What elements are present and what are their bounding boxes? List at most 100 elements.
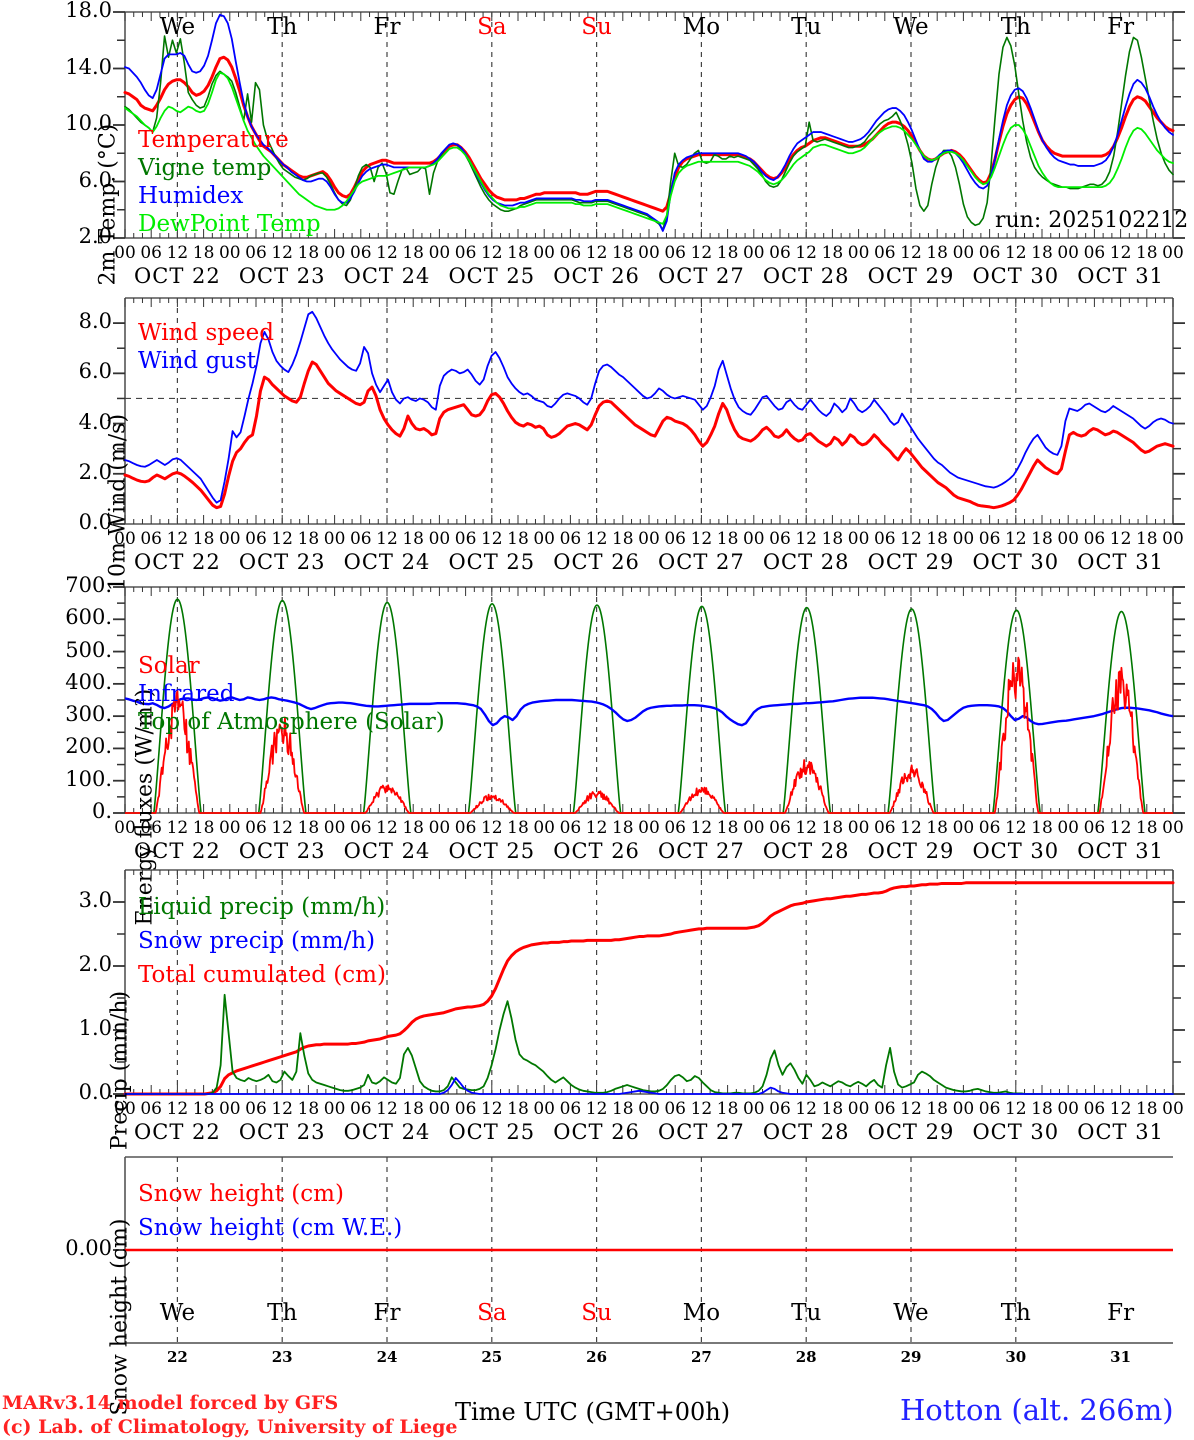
temperature-hour-tick: 06 xyxy=(349,243,372,263)
energy-hour-tick: 12 xyxy=(900,818,922,838)
precip-hour-tick: 18 xyxy=(821,1099,844,1119)
temperature-hour-tick: 18 xyxy=(611,243,634,263)
snow-ytick: 0.00 xyxy=(65,1236,112,1260)
temperature-hour-tick: 18 xyxy=(926,243,948,263)
precip-day-label: OCT 30 xyxy=(972,1120,1060,1144)
energy-day-label: OCT 25 xyxy=(448,839,536,863)
energy-hour-tick: 12 xyxy=(166,818,189,838)
temperature-hour-tick: 12 xyxy=(690,243,713,263)
legend-total-cumulated: Total cumulated (cm) xyxy=(138,962,386,988)
wind-hour-tick: 18 xyxy=(192,529,215,549)
energy-day-label: OCT 26 xyxy=(553,839,640,863)
precip-hour-tick: 06 xyxy=(873,1099,896,1119)
temperature-hour-tick: 06 xyxy=(769,243,791,263)
temperature-hour-tick: 06 xyxy=(559,243,582,263)
wind-ytick: 8.0 xyxy=(78,309,112,334)
temperature-hour-tick: 12 xyxy=(795,243,817,263)
temperature-day-label: OCT 29 xyxy=(867,264,955,288)
precip-hour-tick: 18 xyxy=(1135,1099,1158,1119)
temperature-hour-tick: 00 xyxy=(1057,243,1079,263)
wind-hour-tick: 12 xyxy=(690,529,713,549)
legend-dewpoint: DewPoint Temp xyxy=(138,211,321,237)
energy-day-label: OCT 28 xyxy=(762,839,850,863)
energy-ytick: 700. xyxy=(65,573,112,597)
energy-hour-tick: 12 xyxy=(795,818,817,838)
precip-hour-tick: 18 xyxy=(507,1099,529,1119)
wind-hour-tick: 00 xyxy=(847,529,870,549)
panel-precip: Precip (mm/h) Liquid precip (mm/h) Snow … xyxy=(0,860,1194,1150)
temperature-hour-tick: 12 xyxy=(271,243,293,263)
panel-snow-height: Snow height (cm) Snow height (cm) Snow h… xyxy=(0,1145,1194,1416)
series-vigne-temp xyxy=(124,35,1174,231)
temperature-hour-tick: 06 xyxy=(1083,243,1106,263)
energy-hour-tick: 12 xyxy=(376,818,398,838)
temperature-hour-tick: 06 xyxy=(978,243,1001,263)
temperature-hour-tick: 18 xyxy=(716,243,739,263)
snow-day-number: 31 xyxy=(1110,1348,1132,1366)
legend-liquid-precip: Liquid precip (mm/h) xyxy=(138,894,386,920)
axis-label-snow-height: Snow height (cm) xyxy=(107,1218,133,1416)
energy-day-label: OCT 24 xyxy=(343,839,431,863)
precip-day-label: OCT 29 xyxy=(867,1120,955,1144)
wind-day-label: OCT 25 xyxy=(448,550,536,574)
precip-hour-tick: 12 xyxy=(585,1099,608,1119)
series-snow-precip-mm-h- xyxy=(124,1077,1174,1095)
temperature-day-label: OCT 23 xyxy=(238,264,326,288)
precip-hour-tick: 12 xyxy=(795,1099,817,1119)
energy-hour-tick: 06 xyxy=(454,818,477,838)
precip-hour-tick: 00 xyxy=(847,1099,870,1119)
energy-hour-tick: 18 xyxy=(192,818,215,838)
precip-hour-tick: 06 xyxy=(1083,1099,1106,1119)
precip-hour-tick: 18 xyxy=(1031,1099,1053,1119)
temperature-weekday-label: Su xyxy=(581,14,612,40)
wind-day-label: OCT 31 xyxy=(1077,550,1164,574)
temperature-hour-tick: 00 xyxy=(742,243,765,263)
legend-vigne-temp: Vigne temp xyxy=(138,155,272,181)
snow-weekday-label: Th xyxy=(1000,1300,1031,1326)
precip-hour-tick: 18 xyxy=(402,1099,424,1119)
energy-hour-tick: 00 xyxy=(323,818,346,838)
wind-hour-tick: 00 xyxy=(533,529,555,549)
temperature-hour-tick: 12 xyxy=(1109,243,1132,263)
precip-hour-tick: 00 xyxy=(533,1099,555,1119)
temperature-hour-tick: 00 xyxy=(847,243,870,263)
temperature-hour-tick: 18 xyxy=(507,243,529,263)
snow-weekday-label: Th xyxy=(267,1300,298,1326)
wind-day-label: OCT 24 xyxy=(343,550,431,574)
energy-hour-tick: 06 xyxy=(873,818,896,838)
energy-hour-tick: 12 xyxy=(1109,818,1132,838)
temperature-ytick: 6.0 xyxy=(78,167,112,192)
snow-weekday-label: Fr xyxy=(373,1300,401,1326)
precip-hour-tick: 18 xyxy=(297,1099,320,1119)
temperature-weekday-label: Sa xyxy=(477,14,507,40)
temperature-hour-tick: 06 xyxy=(664,243,686,263)
series-infrared xyxy=(124,696,1174,727)
energy-hour-tick: 12 xyxy=(271,818,293,838)
legend-wind-gust: Wind gust xyxy=(138,348,257,374)
energy-hour-tick: 18 xyxy=(1031,818,1053,838)
temperature-hour-tick: 00 xyxy=(218,243,241,263)
wind-hour-tick: 00 xyxy=(1162,529,1184,549)
temperature-ytick: 2.0 xyxy=(78,224,112,248)
precip-hour-tick: 12 xyxy=(271,1099,293,1119)
energy-hour-tick: 00 xyxy=(428,818,451,838)
snow-weekday-label: Su xyxy=(581,1300,612,1326)
legend-wind-speed: Wind speed xyxy=(138,320,274,346)
precip-day-label: OCT 25 xyxy=(448,1120,536,1144)
wind-hour-tick: 12 xyxy=(585,529,608,549)
temperature-day-label: OCT 26 xyxy=(553,264,640,288)
temperature-day-label: OCT 24 xyxy=(343,264,431,288)
precip-hour-tick: 06 xyxy=(245,1099,267,1119)
energy-fluxes-plot xyxy=(113,586,1185,814)
energy-ytick: 400. xyxy=(65,669,112,694)
temperature-weekday-label: Th xyxy=(267,14,298,40)
precip-hour-tick: 00 xyxy=(428,1099,451,1119)
energy-ytick: 500. xyxy=(65,637,112,662)
temperature-hour-tick: 12 xyxy=(376,243,398,263)
wind-hour-tick: 12 xyxy=(376,529,398,549)
wind-day-label: OCT 29 xyxy=(867,550,955,574)
wind-hour-tick: 18 xyxy=(402,529,424,549)
energy-hour-tick: 18 xyxy=(507,818,529,838)
temperature-day-label: OCT 27 xyxy=(658,264,745,288)
footer-model: MARv3.14 model forced by GFS xyxy=(2,1392,339,1414)
